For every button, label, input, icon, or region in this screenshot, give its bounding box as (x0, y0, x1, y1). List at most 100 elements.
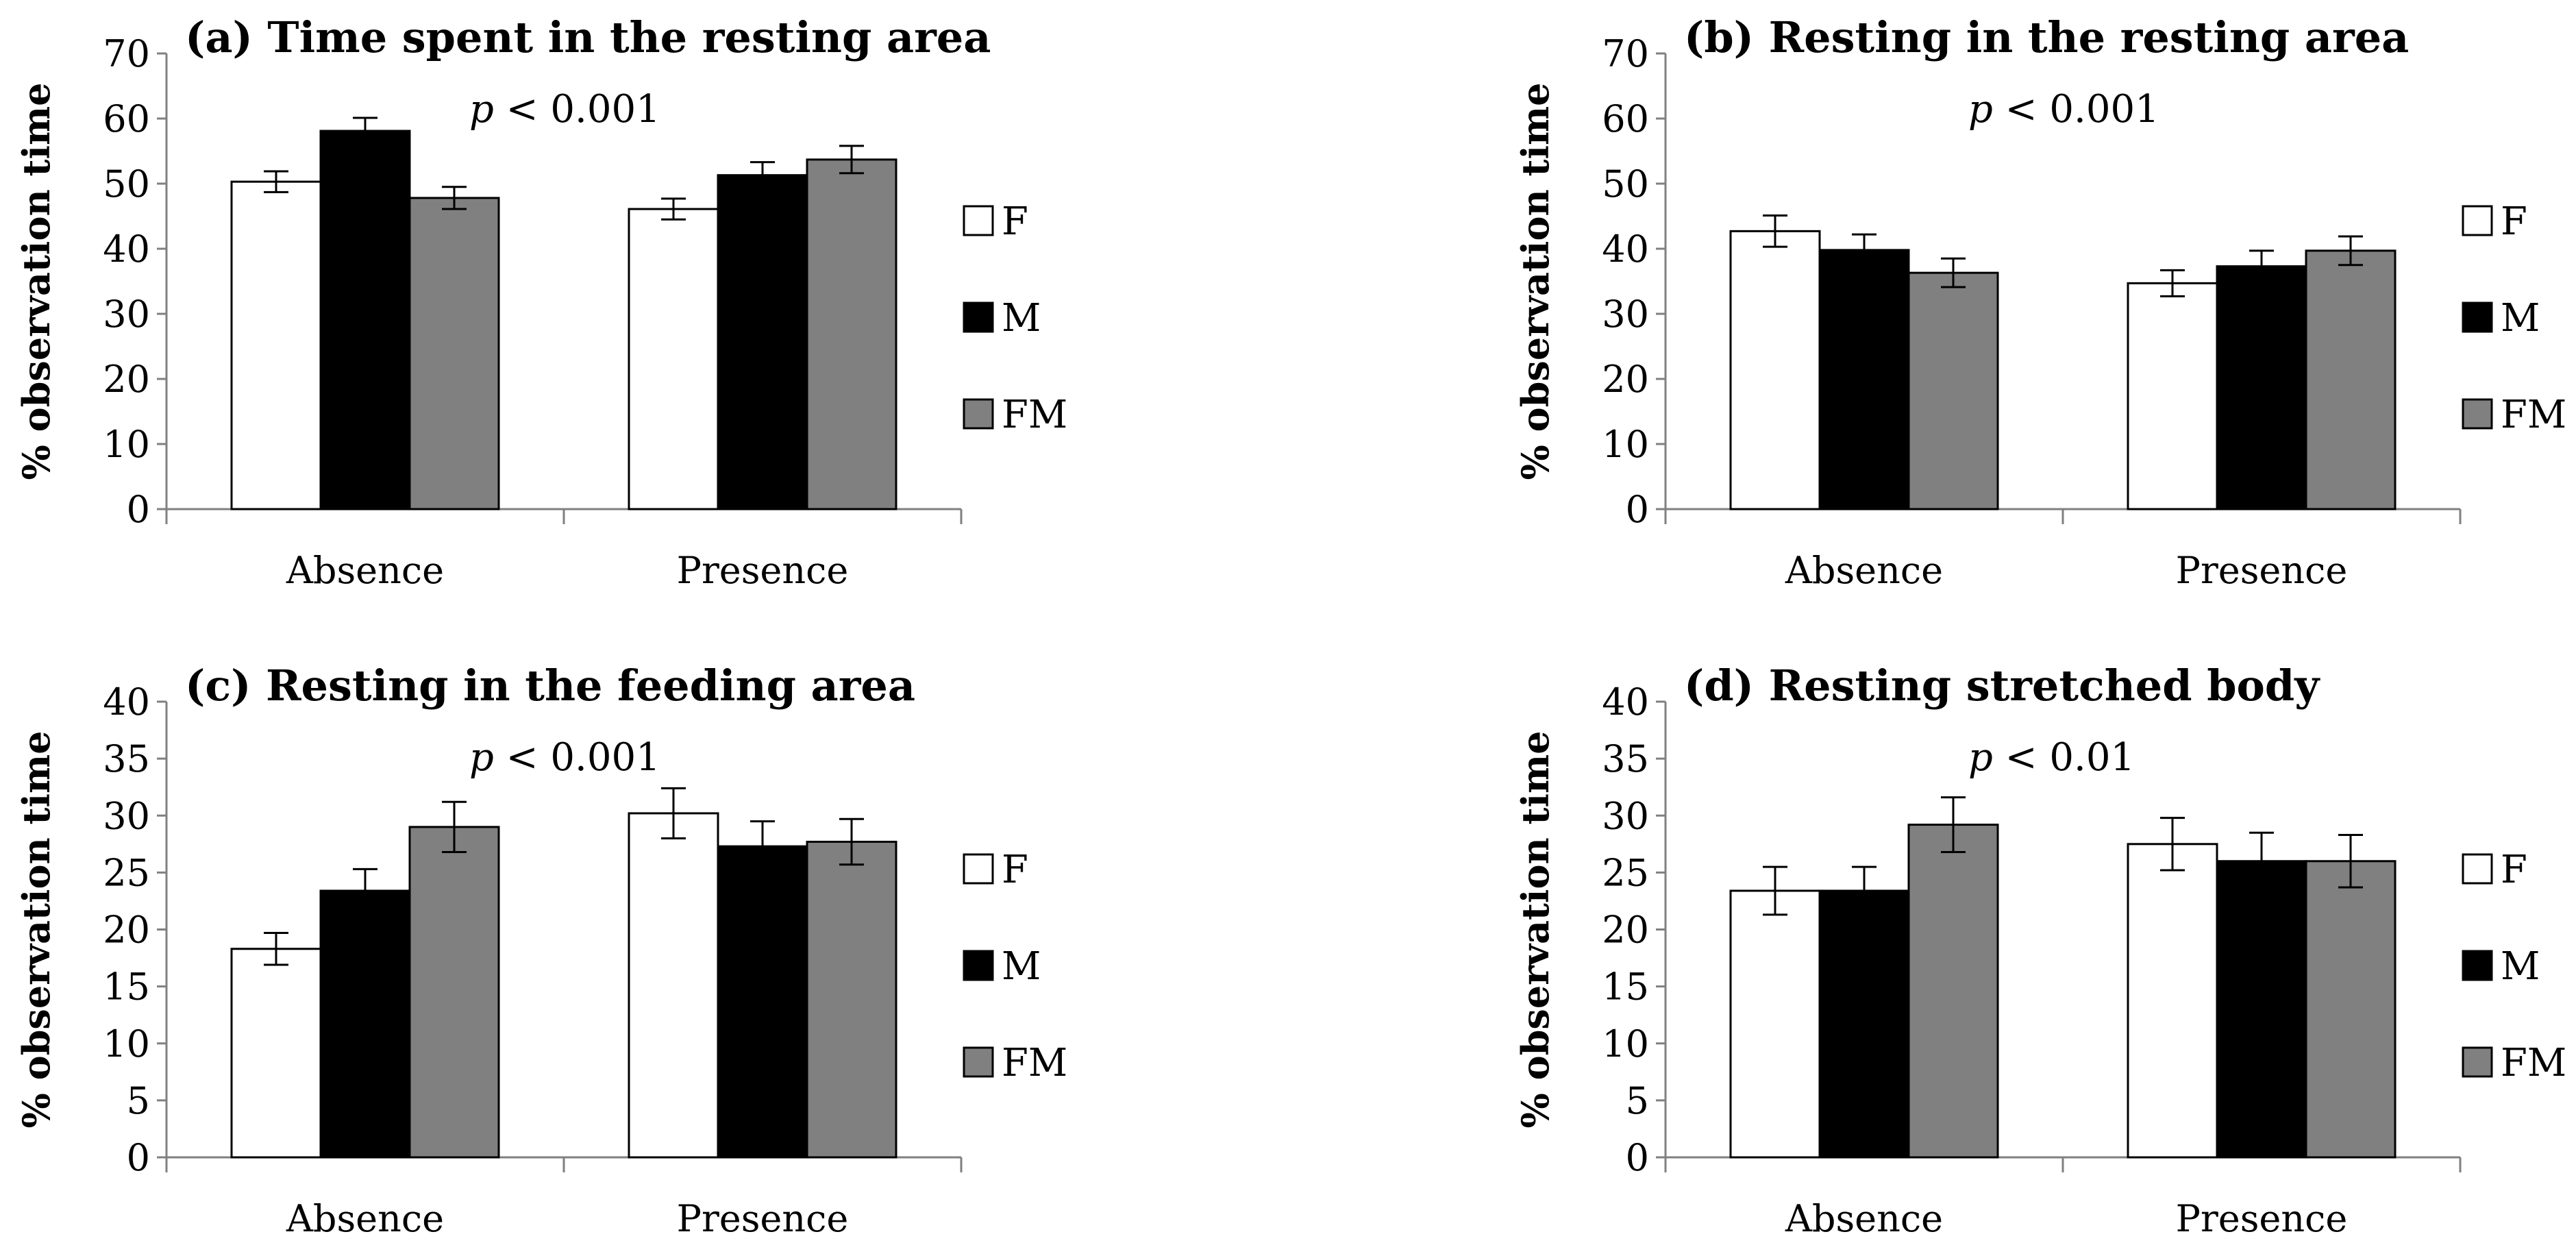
chart-title: (a) Time spent in the resting area (185, 12, 991, 62)
x-tick-label: Absence (1785, 549, 1943, 592)
bar (319, 889, 411, 1159)
legend-label: FM (2501, 1041, 2566, 1085)
y-tick-label: 70 (1602, 32, 1649, 75)
legend-swatch (2462, 398, 2493, 430)
bar (2216, 265, 2307, 510)
legend-swatch (2462, 301, 2493, 333)
y-tick-label: 30 (103, 293, 150, 336)
bar (2127, 282, 2218, 510)
p-value-annotation: p < 0.001 (469, 87, 660, 132)
legend-swatch (963, 205, 994, 236)
y-axis-label: % observation time (14, 83, 58, 480)
legend-label: F (2501, 848, 2527, 892)
bar (230, 948, 322, 1159)
legend-swatch (2462, 950, 2493, 981)
y-tick-label: 15 (103, 965, 150, 1009)
y-axis-label: % observation time (1513, 731, 1557, 1129)
bar (408, 197, 500, 510)
y-tick-label: 25 (103, 851, 150, 894)
y-tick-label: 60 (103, 97, 150, 140)
legend-swatch (963, 1046, 994, 1078)
y-tick-label: 40 (1602, 680, 1649, 724)
bar (1729, 230, 1821, 510)
legend-swatch (963, 950, 994, 981)
chart-title: (c) Resting in the feeding area (185, 661, 915, 711)
y-tick-label: 5 (1626, 1079, 1649, 1122)
x-tick-label: Presence (677, 1197, 849, 1240)
y-tick-label: 10 (103, 1022, 150, 1066)
y-tick-label: 20 (1602, 909, 1649, 952)
legend-swatch (2462, 205, 2493, 236)
y-tick-label: 5 (127, 1079, 150, 1122)
y-tick-label: 40 (103, 680, 150, 724)
y-tick-label: 35 (103, 737, 150, 780)
chart-panel-4: 0 5 10 15 20 25 30 35 40 Absence Presence (d) Resti… (1513, 661, 2566, 1240)
y-tick-label: 0 (1626, 488, 1649, 531)
legend-label: F (1002, 199, 1028, 244)
y-tick-label: 20 (1602, 358, 1649, 401)
chart-title: (b) Resting in the resting area (1684, 12, 2409, 62)
bar (806, 840, 897, 1159)
bar (717, 174, 808, 510)
bar (230, 180, 322, 510)
y-tick-label: 30 (103, 794, 150, 837)
y-tick-label: 50 (1602, 162, 1649, 206)
bar (1818, 889, 1910, 1159)
legend-label: F (1002, 848, 1028, 892)
legend-label: M (1002, 944, 1041, 989)
x-tick-label: Presence (2176, 1197, 2348, 1240)
y-tick-label: 35 (1602, 737, 1649, 780)
y-axis-label: % observation time (1513, 83, 1557, 480)
bar (628, 812, 719, 1159)
bar (1907, 824, 1999, 1159)
legend-swatch (963, 853, 994, 885)
y-tick-label: 50 (103, 162, 150, 206)
chart-title: (d) Resting stretched body (1684, 661, 2320, 711)
chart-panel-1: 0 10 20 30 40 50 60 70 Absence Presence (a) Time s… (14, 12, 1067, 592)
chart-panel-3: 0 5 10 15 20 25 30 35 40 Absence Presence (c) Resti… (14, 661, 1067, 1240)
x-tick-label: Presence (2176, 549, 2348, 592)
p-value-annotation: p < 0.001 (469, 735, 660, 780)
legend-label: FM (2501, 393, 2566, 437)
y-tick-label: 10 (1602, 1022, 1649, 1066)
legend-label: M (2501, 296, 2540, 341)
y-tick-label: 10 (1602, 423, 1649, 466)
x-tick-label: Absence (286, 1197, 444, 1240)
bar (1818, 249, 1910, 510)
bar (717, 845, 808, 1159)
y-axis-label: % observation time (14, 731, 58, 1129)
bar (408, 826, 500, 1159)
y-tick-label: 40 (103, 227, 150, 271)
y-tick-label: 20 (103, 358, 150, 401)
legend-swatch (2462, 1046, 2493, 1078)
chart-panel-2: 0 10 20 30 40 50 60 70 Absence Presence (b) Restin… (1513, 12, 2566, 592)
x-tick-label: Absence (286, 549, 444, 592)
y-tick-label: 25 (1602, 851, 1649, 894)
y-tick-label: 15 (1602, 965, 1649, 1009)
bar (2127, 843, 2218, 1159)
y-tick-label: 20 (103, 909, 150, 952)
bar (2305, 860, 2397, 1159)
y-tick-label: 60 (1602, 97, 1649, 140)
legend-swatch (963, 398, 994, 430)
bar (319, 130, 411, 510)
p-value-annotation: p < 0.01 (1968, 735, 2135, 780)
x-tick-label: Absence (1785, 1197, 1943, 1240)
y-tick-label: 30 (1602, 293, 1649, 336)
bar (628, 208, 719, 510)
bar (2216, 860, 2307, 1159)
legend-label: M (1002, 296, 1041, 341)
bar (1729, 889, 1821, 1159)
x-tick-label: Presence (677, 549, 849, 592)
y-tick-label: 10 (103, 423, 150, 466)
y-tick-label: 0 (127, 1136, 150, 1179)
legend-label: FM (1002, 393, 1067, 437)
legend-label: FM (1002, 1041, 1067, 1085)
legend-swatch (963, 301, 994, 333)
p-value-annotation: p < 0.001 (1968, 87, 2159, 132)
y-tick-label: 70 (103, 32, 150, 75)
bar (2305, 249, 2397, 510)
y-tick-label: 40 (1602, 227, 1649, 271)
bar (1907, 271, 1999, 510)
